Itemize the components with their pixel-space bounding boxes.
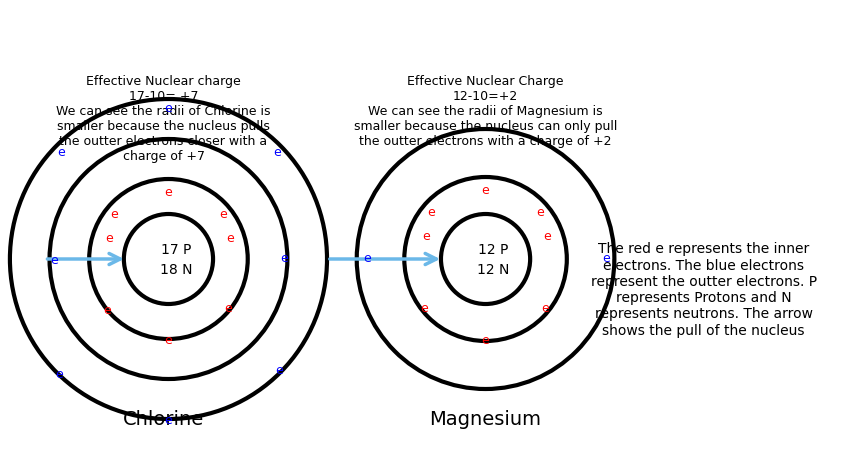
- Text: e: e: [543, 229, 551, 242]
- Text: e: e: [602, 251, 610, 264]
- Text: e: e: [481, 183, 490, 196]
- Text: Chlorine: Chlorine: [123, 409, 204, 428]
- Text: e: e: [105, 231, 113, 244]
- Text: e: e: [420, 301, 428, 314]
- Text: 12 N: 12 N: [477, 262, 509, 276]
- Text: Magnesium: Magnesium: [430, 409, 541, 428]
- Text: e: e: [481, 333, 490, 346]
- Text: e: e: [276, 363, 283, 376]
- Text: e: e: [165, 185, 173, 198]
- Text: 18 N: 18 N: [160, 262, 193, 276]
- Text: Effective Nuclear charge
17-10= +7
We can see the radii of Chlorine is
smaller b: Effective Nuclear charge 17-10= +7 We ca…: [56, 75, 271, 163]
- Text: e: e: [541, 301, 549, 314]
- Text: e: e: [536, 205, 544, 218]
- Text: e: e: [363, 251, 371, 264]
- Text: e: e: [226, 231, 233, 244]
- Text: e: e: [422, 229, 430, 242]
- Text: e: e: [110, 207, 118, 220]
- Text: e: e: [165, 101, 173, 114]
- Text: Effective Nuclear Charge
12-10=+2
We can see the radii of Magnesium is
smaller b: Effective Nuclear Charge 12-10=+2 We can…: [354, 75, 618, 147]
- Text: e: e: [56, 368, 63, 381]
- Text: e: e: [58, 145, 65, 158]
- Text: e: e: [224, 301, 232, 314]
- Text: e: e: [281, 251, 288, 264]
- Text: e: e: [51, 253, 58, 266]
- Text: 17 P: 17 P: [162, 243, 191, 257]
- Text: e: e: [165, 413, 173, 426]
- Text: 12 P: 12 P: [478, 243, 508, 257]
- Text: e: e: [165, 333, 173, 346]
- Text: e: e: [427, 205, 435, 218]
- Text: e: e: [273, 145, 282, 158]
- Text: e: e: [219, 207, 227, 220]
- Text: The red e represents the inner
electrons. The blue electrons
represent the outte: The red e represents the inner electrons…: [591, 242, 816, 337]
- Text: e: e: [103, 303, 111, 316]
